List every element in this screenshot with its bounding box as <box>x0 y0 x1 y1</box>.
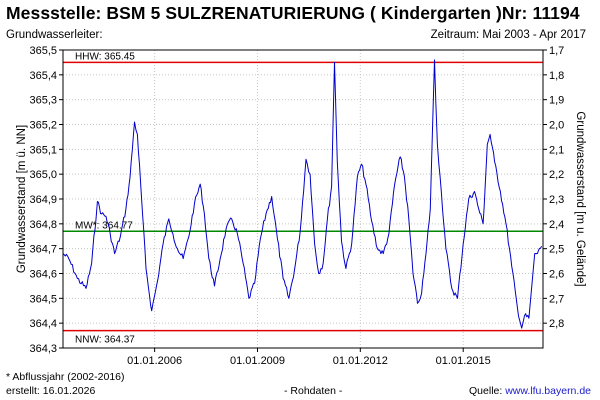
y-tick-label: 364,8 <box>29 219 57 231</box>
created-date: erstellt: 16.01.2026 <box>6 385 96 397</box>
reference-label-hhw: HHW: 365.45 <box>75 51 135 62</box>
x-tick-label: 01.01.2015 <box>436 355 491 367</box>
y-right-tick-label: 2,7 <box>549 293 564 305</box>
y-tick-label: 365,3 <box>29 95 57 107</box>
y-right-tick-label: 2,2 <box>549 169 564 181</box>
reference-label-nnw: NNW: 364.37 <box>75 335 135 346</box>
y-axis-label-left: Grundwasserstand [m ü. NN] <box>16 125 28 273</box>
source-link[interactable]: www.lfu.bayern.de <box>505 385 591 397</box>
y-right-tick-label: 1,8 <box>549 70 564 82</box>
y-tick-label: 365,1 <box>29 144 57 156</box>
y-tick-label: 365,4 <box>29 70 57 82</box>
y-tick-label: 364,9 <box>29 194 57 206</box>
source-label: Quelle: <box>469 385 506 397</box>
y-tick-label: 364,6 <box>29 269 57 281</box>
y-right-tick-label: 2,4 <box>549 219 564 231</box>
y-right-tick-label: 2,5 <box>549 244 564 256</box>
y-right-tick-label: 2,8 <box>549 318 564 330</box>
series-line-groundwater <box>62 59 543 329</box>
y-tick-label: 364,5 <box>29 293 57 305</box>
aquifer-label: Grundwasserleiter: <box>6 29 103 41</box>
y-tick-label: 365,2 <box>29 120 57 132</box>
reference-lines: HHW: 365.45 MW*: 364.77 NNW: 364.37 <box>63 51 543 346</box>
y-right-tick-label: 1,9 <box>549 95 564 107</box>
x-tick-label: 01.01.2012 <box>333 355 388 367</box>
y-axis-label-right: Grundwasserstand [m u. Gelände] <box>574 111 586 286</box>
footnote-abflussjahr: * Abflussjahr (2002-2016) <box>6 371 125 383</box>
y-tick-label: 364,4 <box>29 318 57 330</box>
series-group <box>62 59 543 329</box>
x-axis: 01.01.2006 01.01.2009 01.01.2012 01.01.2015 <box>127 348 491 367</box>
y-tick-label: 365,0 <box>29 169 57 181</box>
y-right-tick-label: 2,1 <box>549 144 564 156</box>
y-right-tick-label: 1,7 <box>549 45 564 57</box>
chart-title: Messstelle: BSM 5 SULZRENATURIERUNG ( Ki… <box>6 3 580 23</box>
raw-data-label: - Rohdaten - <box>284 385 343 397</box>
period-label: Zeitraum: Mai 2003 - Apr 2017 <box>430 29 586 41</box>
x-tick-label: 01.01.2009 <box>230 355 285 367</box>
y-axis-left: 364,3 364,4 364,5 364,6 364,7 364,8 364,9 365,0… <box>29 45 63 355</box>
y-right-tick-label: 2,0 <box>549 120 564 132</box>
y-right-tick-label: 2,3 <box>549 194 564 206</box>
source-line: Quelle: www.lfu.bayern.de <box>469 385 591 397</box>
y-right-tick-label: 2,6 <box>549 269 564 281</box>
reference-label-mw: MW*: 364.77 <box>75 220 133 231</box>
x-tick-label: 01.01.2006 <box>127 355 182 367</box>
y-axis-right: 2,8 2,7 2,6 2,5 2,4 2,3 2,2 2,1 2,0 1,9 1,8 1,7 <box>543 45 564 330</box>
y-tick-label: 364,7 <box>29 244 57 256</box>
y-tick-label: 365,5 <box>29 45 57 57</box>
y-tick-label: 364,3 <box>29 343 57 355</box>
